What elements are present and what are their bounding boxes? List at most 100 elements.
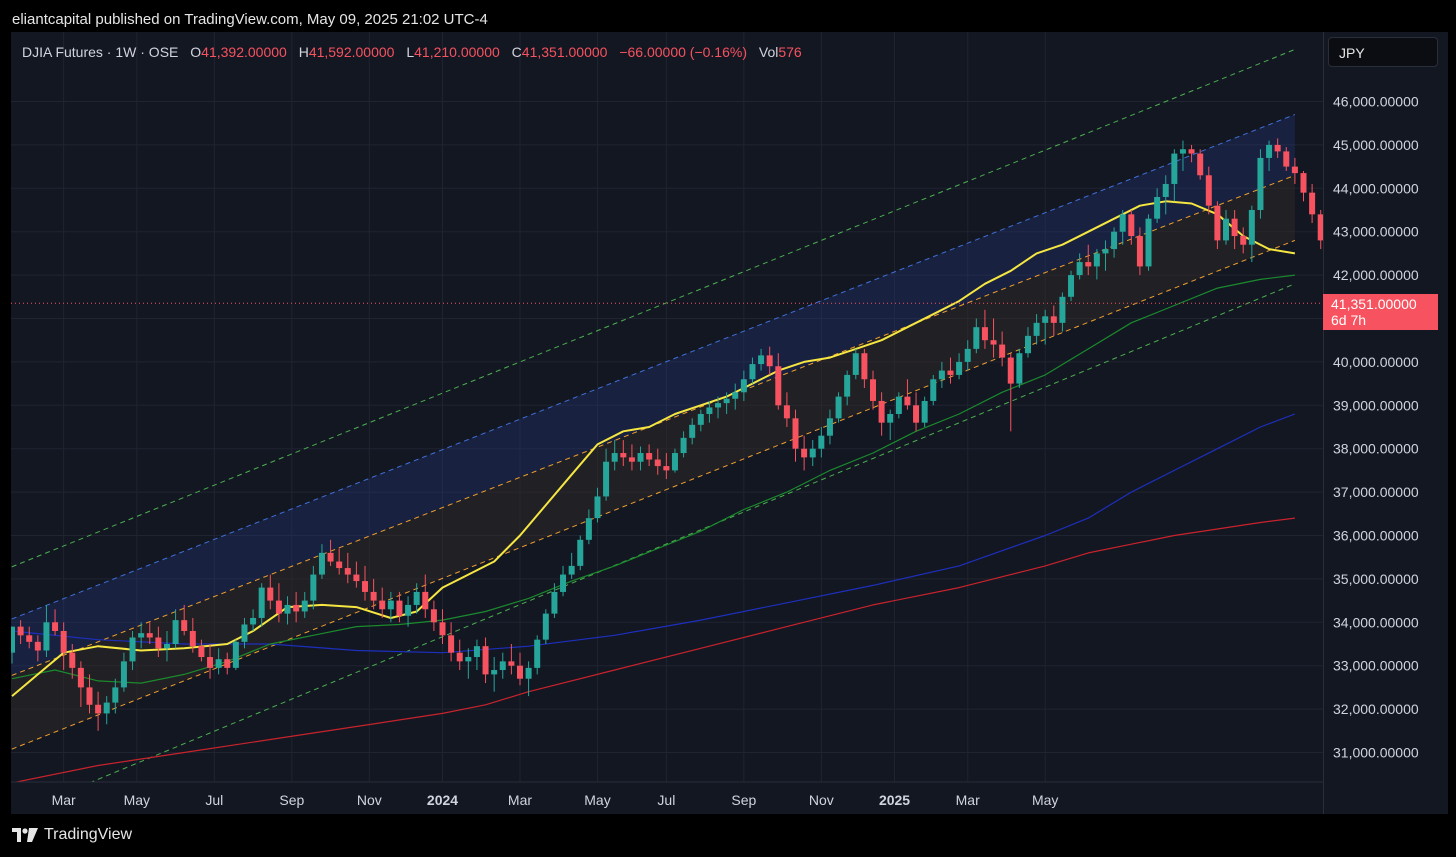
candle bbox=[852, 348, 859, 380]
candle bbox=[990, 318, 997, 358]
candle bbox=[448, 622, 455, 662]
y-tick-label: 42,000.00000 bbox=[1333, 267, 1419, 283]
candle bbox=[637, 446, 644, 471]
candle-body bbox=[1119, 214, 1126, 232]
chart-panel[interactable] bbox=[11, 32, 1323, 814]
x-tick-label: 2024 bbox=[427, 792, 458, 808]
candle-body bbox=[172, 620, 179, 644]
price-axis-panel[interactable] bbox=[1323, 32, 1448, 814]
candle bbox=[1068, 270, 1075, 302]
candle-body bbox=[654, 459, 661, 467]
candle bbox=[327, 539, 334, 566]
candle-body bbox=[189, 630, 196, 647]
candle bbox=[560, 565, 567, 597]
candle bbox=[1197, 149, 1204, 180]
candle-body bbox=[439, 622, 446, 636]
candle bbox=[801, 435, 808, 471]
x-axis-labels: Mar May Jul Sep Nov 2024 Mar May Jul Sep Nov 2025 Ma… bbox=[52, 792, 1059, 808]
candle bbox=[379, 587, 386, 618]
candle-body bbox=[947, 370, 954, 375]
candle bbox=[301, 591, 308, 618]
symbol-label[interactable]: DJIA Futures · 1W · OSE bbox=[22, 44, 179, 60]
candle-body bbox=[215, 659, 222, 668]
candle bbox=[1240, 227, 1247, 254]
x-tick-label: Sep bbox=[279, 792, 304, 808]
candle-body bbox=[620, 453, 627, 458]
candle-body bbox=[120, 661, 127, 688]
candle bbox=[628, 444, 635, 471]
candle-body bbox=[809, 448, 816, 458]
candle bbox=[387, 591, 394, 623]
candle bbox=[1059, 292, 1066, 332]
candle-body bbox=[775, 366, 782, 406]
candle-body bbox=[1438, 301, 1444, 314]
candle bbox=[585, 509, 592, 545]
candle bbox=[844, 370, 851, 406]
candle bbox=[1205, 166, 1212, 215]
candle bbox=[1179, 140, 1186, 171]
candle bbox=[956, 353, 963, 380]
candle-body bbox=[1274, 144, 1281, 152]
candle-body bbox=[43, 622, 50, 651]
candle-body bbox=[577, 539, 584, 566]
candle bbox=[1326, 227, 1332, 283]
candle bbox=[1024, 327, 1031, 358]
candle bbox=[353, 561, 360, 588]
candle bbox=[603, 448, 610, 501]
x-tick-label: Nov bbox=[809, 792, 834, 808]
candle-body bbox=[749, 364, 756, 380]
candle-body bbox=[379, 600, 386, 610]
candle-body bbox=[1076, 262, 1083, 276]
candle bbox=[646, 444, 653, 467]
tradingview-brand[interactable]: TradingView bbox=[12, 826, 132, 844]
candle-body bbox=[284, 604, 291, 614]
candle-body bbox=[1223, 218, 1230, 241]
candle-body bbox=[732, 392, 739, 399]
candle bbox=[740, 370, 747, 401]
candle-body bbox=[1111, 231, 1118, 250]
candle-body bbox=[758, 355, 765, 365]
candle-body bbox=[146, 633, 153, 638]
candle bbox=[895, 392, 902, 419]
change-value: −66.00000 (−0.16%) bbox=[619, 44, 747, 60]
candle-body bbox=[1283, 151, 1290, 167]
candle bbox=[732, 383, 739, 410]
y-tick-label: 46,000.00000 bbox=[1333, 94, 1419, 110]
candle-body bbox=[913, 405, 920, 423]
candle-body bbox=[1421, 332, 1427, 349]
candle bbox=[680, 431, 687, 458]
y-tick-label: 43,000.00000 bbox=[1333, 224, 1419, 240]
tradingview-logo-icon bbox=[12, 828, 38, 842]
currency-button[interactable]: JPY bbox=[1328, 37, 1438, 67]
candle-body bbox=[448, 635, 455, 653]
ohlc-legend: DJIA Futures · 1W · OSE O41,392.00000 H4… bbox=[22, 44, 802, 60]
candle-body bbox=[844, 374, 851, 397]
candle bbox=[34, 635, 41, 662]
candle-body bbox=[1093, 253, 1100, 267]
candle-body bbox=[1154, 196, 1161, 219]
candle bbox=[405, 596, 412, 627]
y-tick-label: 45,000.00000 bbox=[1333, 137, 1419, 153]
candle-body bbox=[129, 637, 136, 662]
candle bbox=[86, 674, 93, 714]
candle bbox=[52, 609, 59, 636]
channel-line bbox=[90, 283, 1296, 782]
candle-body bbox=[473, 646, 480, 658]
candle bbox=[1033, 314, 1040, 345]
candle-body bbox=[17, 626, 24, 636]
x-tick-label: May bbox=[124, 792, 150, 808]
candle bbox=[250, 609, 257, 631]
candle bbox=[809, 440, 816, 467]
candle bbox=[26, 626, 33, 649]
candle-body bbox=[1136, 236, 1143, 267]
candle bbox=[542, 609, 549, 644]
candle-body bbox=[904, 396, 911, 406]
candle-body bbox=[250, 617, 257, 625]
candle bbox=[654, 448, 661, 475]
brand-name: TradingView bbox=[44, 826, 133, 843]
candle bbox=[835, 392, 842, 423]
candle-body bbox=[930, 379, 937, 401]
candle-body bbox=[870, 379, 876, 401]
y-tick-label: 38,000.00000 bbox=[1333, 441, 1419, 457]
